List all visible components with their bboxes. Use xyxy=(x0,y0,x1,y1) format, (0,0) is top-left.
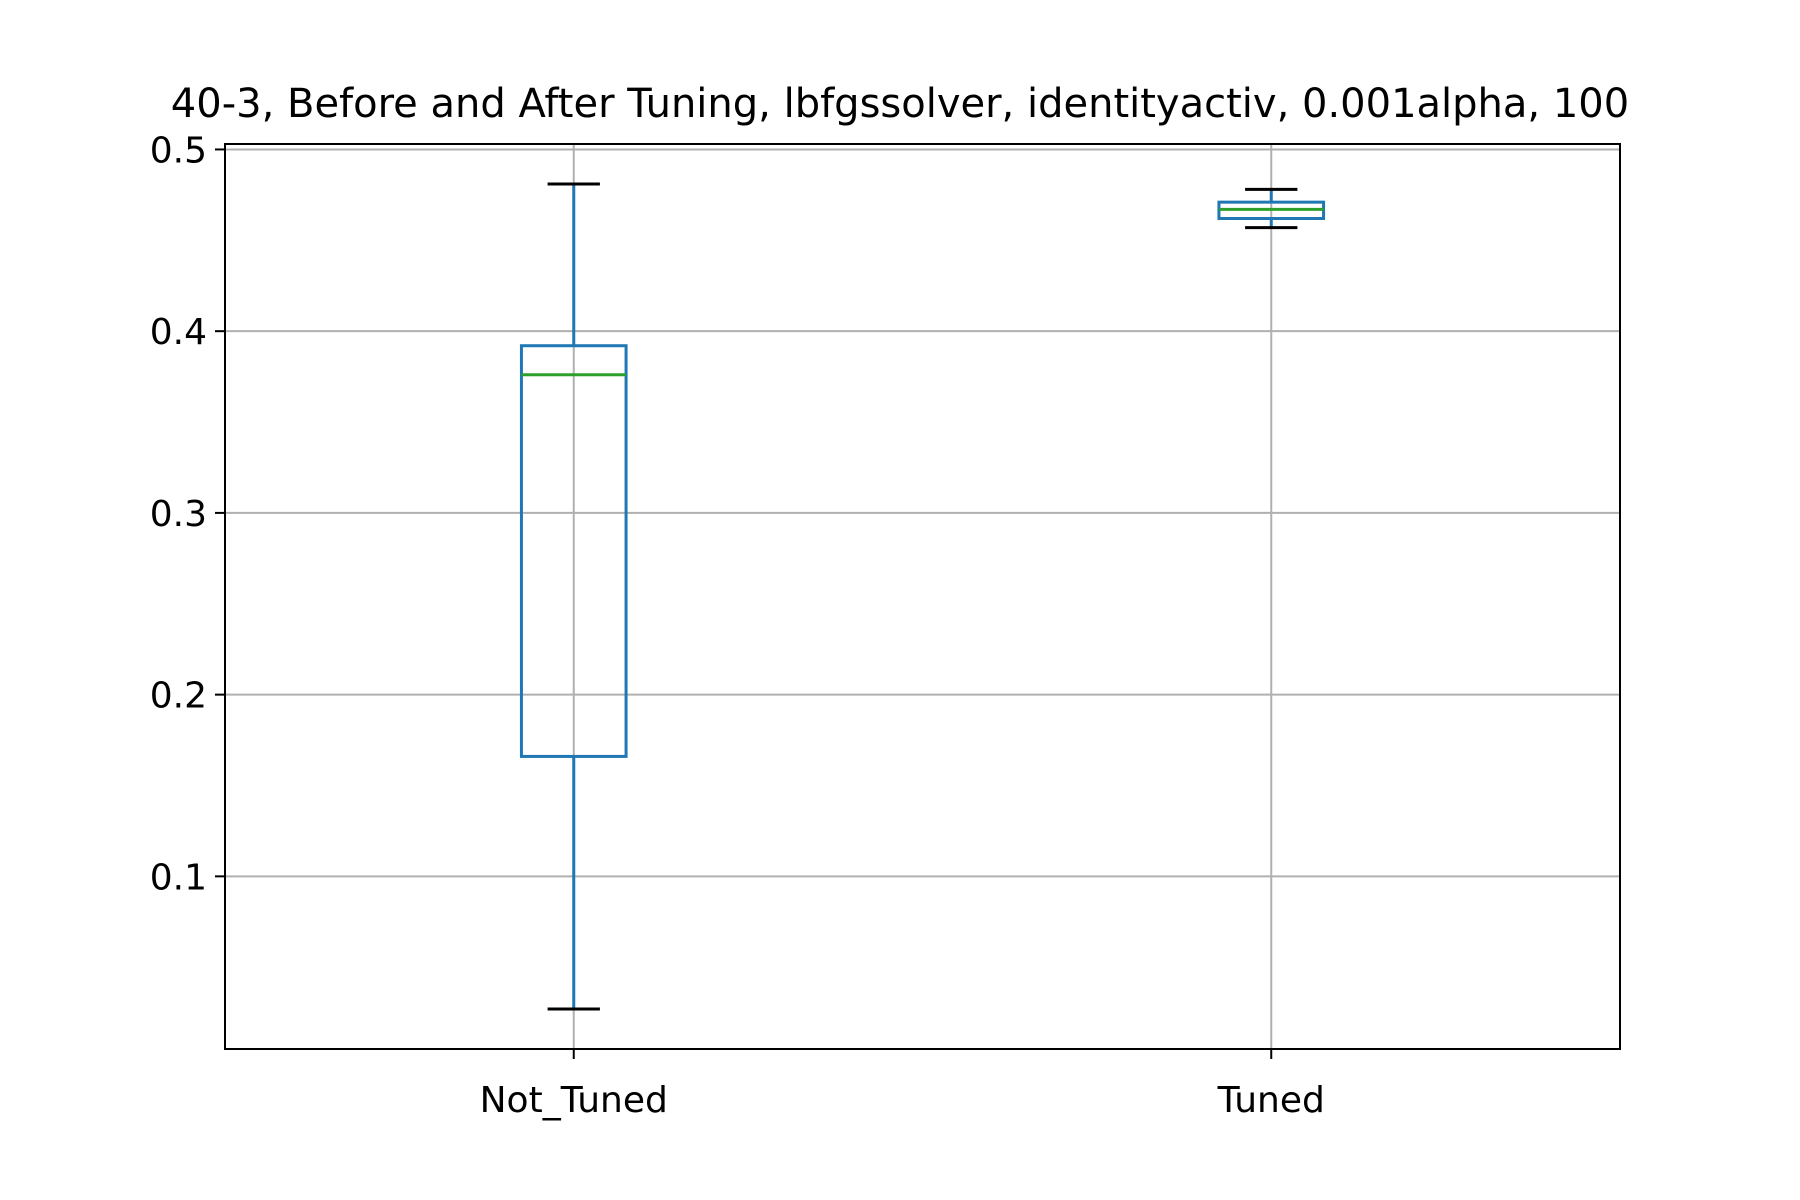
y-tick-label: 0.1 xyxy=(150,857,207,898)
x-tick-label: Tuned xyxy=(1217,1080,1325,1121)
box-not-tuned xyxy=(519,182,628,1011)
grid-lines xyxy=(225,144,1620,1049)
y-tick-label: 0.5 xyxy=(150,130,207,171)
y-tick-label: 0.2 xyxy=(150,676,207,717)
x-tick-label: Not_Tuned xyxy=(480,1080,668,1121)
box-series xyxy=(519,182,1326,1011)
plot-area-frame xyxy=(224,143,1621,1050)
chart-title: 40-3, Before and After Tuning, lbfgssolv… xyxy=(171,81,1629,127)
y-tick-label: 0.4 xyxy=(150,312,207,353)
iqr-box xyxy=(519,344,628,758)
axis-ticks: 0.1 0.2 0.3 0.4 0.5 Not_Tuned Tuned xyxy=(150,130,1325,1121)
y-tick-label: 0.3 xyxy=(150,494,207,535)
box-tuned xyxy=(1217,187,1326,230)
